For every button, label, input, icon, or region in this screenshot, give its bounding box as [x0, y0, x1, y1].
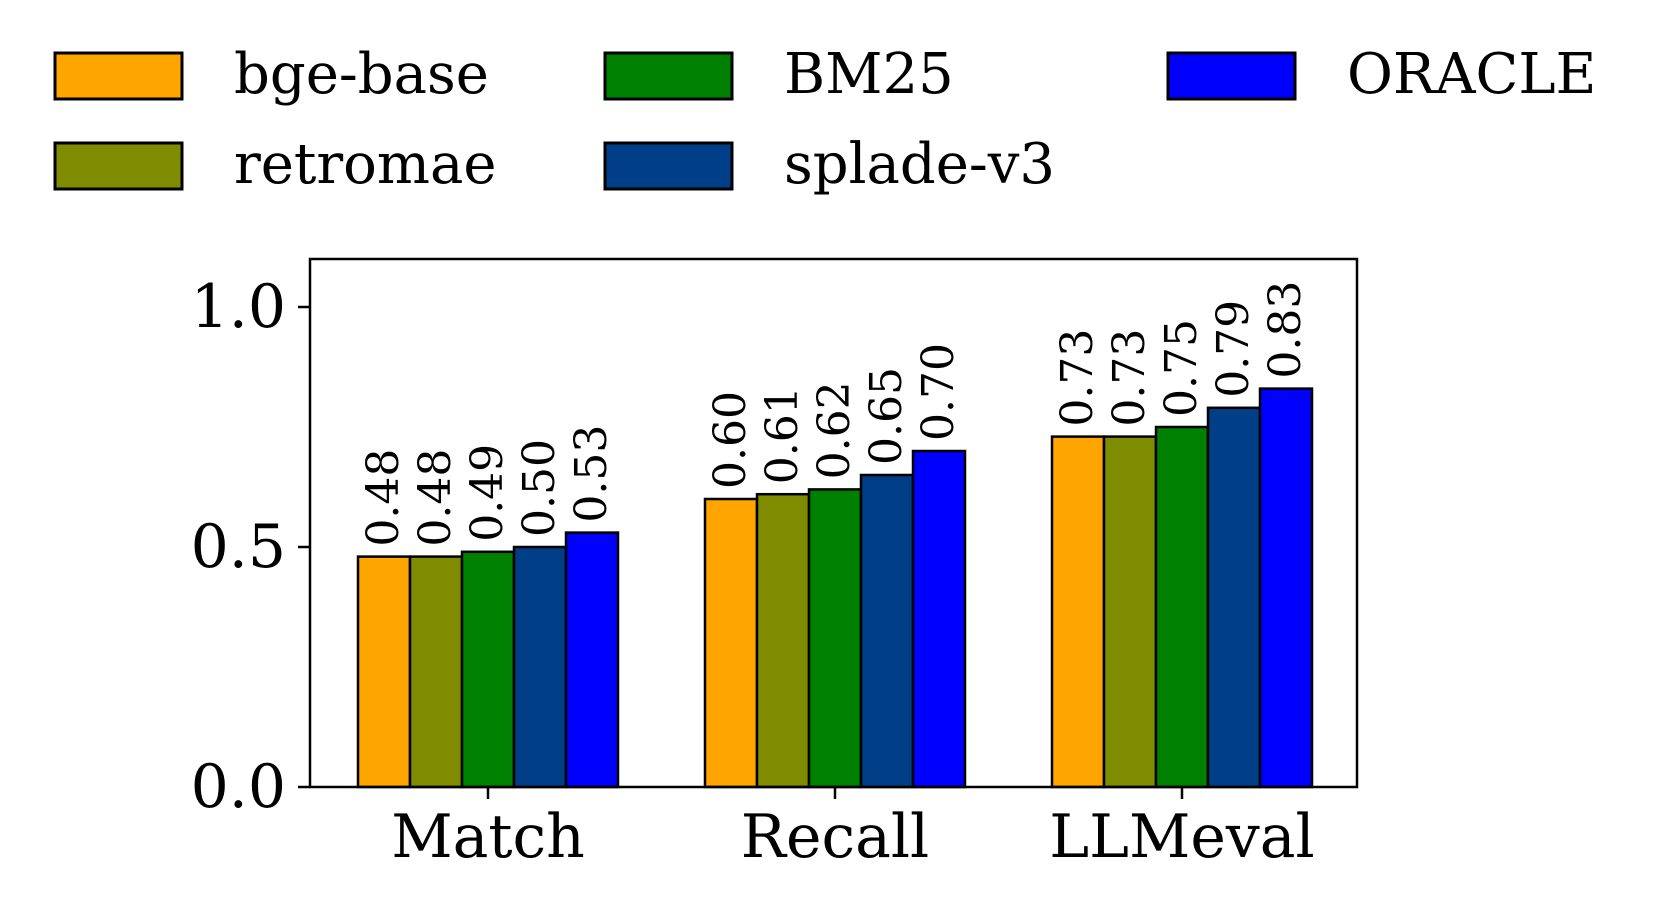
x-tick-label-recall: Recall	[741, 802, 929, 872]
bar-retromae-llmeval	[1102, 435, 1158, 789]
value-label-retromae-llmeval: 0.73	[1104, 329, 1155, 427]
bar-bm25-match	[460, 550, 516, 789]
y-tick-label: 0.0	[191, 752, 286, 822]
y-tick-label: 0.5	[191, 512, 286, 582]
value-label-oracle-recall: 0.70	[913, 343, 964, 441]
value-label-bge-base-llmeval: 0.73	[1052, 329, 1103, 427]
bar-bge-base-llmeval	[1050, 435, 1106, 789]
value-label-bge-base-recall: 0.60	[705, 391, 756, 489]
legend-label-splade-v3: splade-v3	[784, 132, 1055, 197]
bar-splade-v3-llmeval	[1206, 406, 1262, 789]
bar-bm25-llmeval	[1154, 425, 1210, 789]
value-label-bm25-match: 0.49	[462, 444, 513, 542]
bar-bm25-recall	[807, 488, 863, 789]
y-axis: 0.0 0.5 1.0	[191, 272, 310, 822]
bar-oracle-recall	[911, 449, 967, 789]
y-tick-label: 1.0	[191, 272, 286, 342]
bar-bge-base-match	[356, 555, 412, 789]
legend-swatch-splade-v3	[603, 141, 734, 191]
bar-bge-base-recall	[703, 497, 759, 789]
legend-swatch-bge-base	[53, 51, 184, 101]
bar-splade-v3-match	[512, 545, 568, 789]
legend-label-retromae: retromae	[234, 132, 497, 197]
plot-frame	[308, 257, 1359, 789]
x-tick-label-match: Match	[391, 802, 585, 872]
value-label-splade-v3-llmeval: 0.79	[1208, 300, 1259, 398]
legend: bge-base retromae BM25 splade-v3 ORACLE	[53, 42, 1596, 197]
value-label-retromae-recall: 0.61	[757, 386, 808, 484]
x-axis: Match Recall LLMeval	[391, 787, 1315, 872]
value-label-oracle-match: 0.53	[566, 425, 617, 523]
value-label-retromae-match: 0.48	[410, 449, 461, 547]
bar-splade-v3-recall	[859, 473, 915, 789]
legend-swatch-bm25	[603, 51, 734, 101]
legend-swatch-oracle	[1166, 51, 1297, 101]
legend-label-oracle: ORACLE	[1347, 42, 1596, 107]
value-label-splade-v3-match: 0.50	[514, 439, 565, 537]
bar-oracle-llmeval	[1258, 387, 1314, 789]
bar-oracle-match	[564, 531, 620, 789]
legend-swatch-retromae	[53, 141, 184, 191]
value-label-bm25-recall: 0.62	[809, 381, 860, 479]
bar-retromae-match	[408, 555, 464, 789]
value-label-splade-v3-recall: 0.65	[861, 367, 912, 465]
value-label-bge-base-match: 0.48	[358, 449, 409, 547]
bars-group	[356, 387, 1314, 789]
value-labels-group: 0.48 0.48 0.49 0.50 0.53 0.60 0.61 0.62 0.65 0.70…	[358, 281, 1311, 547]
bar-retromae-recall	[755, 492, 811, 789]
legend-label-bge-base: bge-base	[234, 42, 489, 107]
value-label-bm25-llmeval: 0.75	[1156, 319, 1207, 417]
value-label-oracle-llmeval: 0.83	[1260, 281, 1311, 379]
x-tick-label-llmeval: LLMeval	[1049, 802, 1315, 872]
legend-label-bm25: BM25	[784, 42, 954, 107]
